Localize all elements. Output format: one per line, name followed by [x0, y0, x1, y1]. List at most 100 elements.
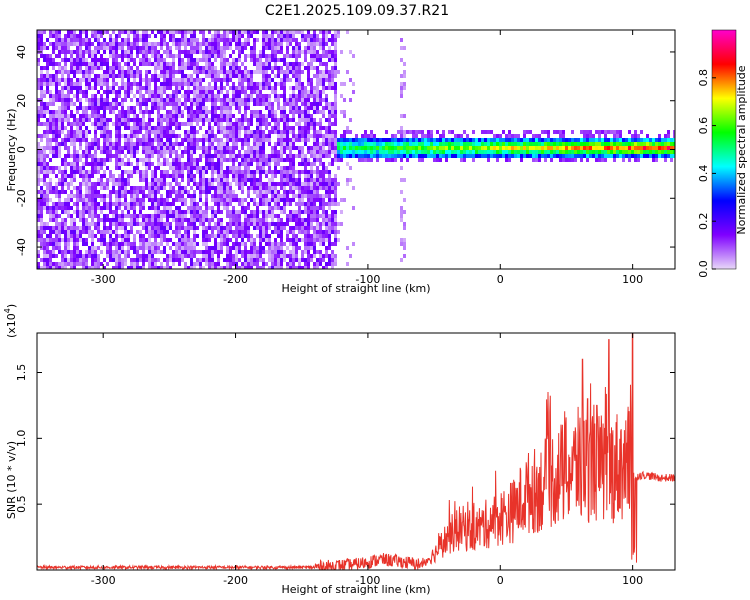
heatmap-cell — [118, 118, 121, 122]
heatmap-cell — [199, 170, 202, 174]
heatmap-cell — [166, 30, 169, 34]
heatmap-cell — [223, 238, 226, 242]
heatmap-cell — [298, 226, 301, 230]
heatmap-cell — [43, 182, 46, 186]
heatmap-cell — [130, 266, 133, 269]
heatmap-cell — [187, 226, 190, 230]
heatmap-cell — [334, 238, 337, 242]
heatmap-cell — [172, 90, 175, 94]
heatmap-cell — [160, 98, 163, 102]
heatmap-cell — [211, 34, 214, 38]
heatmap-cell — [127, 46, 130, 50]
heatmap-cell — [61, 78, 64, 82]
heatmap-cell — [205, 154, 208, 158]
heatmap-cell — [139, 178, 142, 182]
heatmap-cell — [301, 158, 304, 162]
heatmap-cell — [400, 126, 403, 130]
heatmap-cell — [172, 114, 175, 118]
heatmap-cell — [244, 30, 247, 34]
heatmap-cell — [118, 186, 121, 190]
heatmap-cell — [49, 186, 52, 190]
heatmap-cell — [160, 74, 163, 78]
heatmap-cell — [181, 238, 184, 242]
heatmap-cell — [265, 154, 268, 158]
heatmap-cell — [274, 74, 277, 78]
heatmap-cell — [199, 30, 202, 34]
heatmap-cell — [118, 42, 121, 46]
heatmap-cell — [103, 258, 106, 262]
heatmap-cell — [169, 98, 172, 102]
heatmap-cell — [211, 126, 214, 130]
heatmap-cell — [430, 142, 433, 146]
heatmap-cell — [220, 90, 223, 94]
heatmap-cell — [130, 130, 133, 134]
heatmap-cell — [163, 226, 166, 230]
heatmap-cell — [88, 106, 91, 110]
heatmap-cell — [193, 182, 196, 186]
heatmap-cell — [154, 170, 157, 174]
heatmap-cell — [43, 170, 46, 174]
heatmap-cell — [304, 118, 307, 122]
heatmap-cell — [259, 90, 262, 94]
heatmap-cell — [139, 58, 142, 62]
heatmap-cell — [166, 78, 169, 82]
heatmap-cell — [292, 138, 295, 142]
heatmap-cell — [151, 258, 154, 262]
heatmap-cell — [289, 70, 292, 74]
heatmap-cell — [268, 42, 271, 46]
heatmap-cell — [121, 242, 124, 246]
heatmap-cell — [307, 158, 310, 162]
heatmap-cell — [256, 162, 259, 166]
heatmap-cell — [220, 186, 223, 190]
heatmap-cell — [223, 242, 226, 246]
heatmap-cell — [49, 98, 52, 102]
heatmap-cell — [280, 210, 283, 214]
heatmap-cell — [55, 134, 58, 138]
heatmap-cell — [295, 226, 298, 230]
heatmap-cell — [304, 186, 307, 190]
heatmap-cell — [121, 102, 124, 106]
heatmap-cell — [286, 166, 289, 170]
heatmap-cell — [259, 110, 262, 114]
heatmap-cell — [133, 126, 136, 130]
heatmap-cell — [313, 230, 316, 234]
heatmap-cell — [217, 206, 220, 210]
heatmap-cell — [97, 50, 100, 54]
heatmap-cell — [79, 70, 82, 74]
heatmap-cell — [172, 166, 175, 170]
heatmap-cell — [223, 186, 226, 190]
heatmap-cell — [229, 110, 232, 114]
heatmap-cell — [388, 138, 391, 142]
heatmap-cell — [127, 162, 130, 166]
heatmap-cell — [154, 106, 157, 110]
heatmap-cell — [112, 250, 115, 254]
heatmap-cell — [139, 110, 142, 114]
heatmap-cell — [283, 166, 286, 170]
heatmap-cell — [283, 182, 286, 186]
heatmap-cell — [193, 38, 196, 42]
heatmap-cell — [169, 146, 172, 150]
heatmap-cell — [289, 158, 292, 162]
heatmap-cell — [103, 214, 106, 218]
heatmap-cell — [196, 226, 199, 230]
heatmap-cell — [151, 198, 154, 202]
heatmap-cell — [283, 78, 286, 82]
heatmap-cell — [334, 110, 337, 114]
heatmap-cell — [142, 186, 145, 190]
heatmap-cell — [55, 202, 58, 206]
heatmap-cell — [133, 202, 136, 206]
heatmap-cell — [283, 198, 286, 202]
heatmap-cell — [73, 202, 76, 206]
heatmap-cell — [229, 46, 232, 50]
heatmap-cell — [73, 74, 76, 78]
heatmap-cell — [166, 158, 169, 162]
heatmap-cell — [238, 258, 241, 262]
heatmap-cell — [94, 266, 97, 269]
heatmap-cell — [238, 118, 241, 122]
heatmap-cell — [157, 134, 160, 138]
heatmap-cell — [307, 110, 310, 114]
heatmap-cell — [67, 30, 70, 34]
heatmap-cell — [67, 134, 70, 138]
heatmap-cell — [130, 90, 133, 94]
heatmap-cell — [295, 66, 298, 70]
